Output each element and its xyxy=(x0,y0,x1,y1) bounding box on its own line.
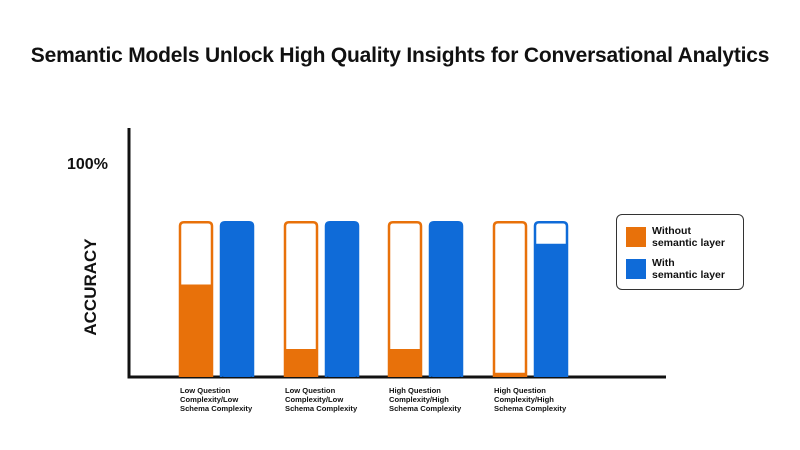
bar-1-0 xyxy=(221,222,253,377)
x-tick-label-3: High Question Complexity/High Schema Compl… xyxy=(494,386,567,413)
x-tick-label-2: High Question Complexity/High Schema Compl… xyxy=(389,386,462,413)
bar-outline-0-2 xyxy=(387,220,423,377)
bar-outline-0-0 xyxy=(178,220,214,377)
legend-item-with: With semantic layer xyxy=(626,257,725,281)
x-tick-label-0: Low Question Complexity/Low Schema Complex… xyxy=(180,386,253,413)
chart-title: Semantic Models Unlock High Quality Insi… xyxy=(30,44,770,67)
x-tick-label-1: Low Question Complexity/Low Schema Complex… xyxy=(285,386,358,413)
bar-0-3 xyxy=(494,372,526,377)
y-axis-label: ACCURACY xyxy=(81,238,100,336)
bar-outline-0-1 xyxy=(283,220,319,377)
legend-label-without: Without semantic layer xyxy=(652,225,725,249)
bar-0-1 xyxy=(285,349,317,377)
legend-swatch-with xyxy=(626,259,646,279)
bar-outline-0-3 xyxy=(492,220,528,377)
bar-outline-1-3 xyxy=(533,220,569,377)
bar-1-1 xyxy=(326,222,358,377)
y-tick-label: 100% xyxy=(67,156,108,173)
legend-swatch-without xyxy=(626,227,646,247)
legend-item-without: Without semantic layer xyxy=(626,225,725,249)
bars xyxy=(178,220,569,377)
labels: 100% ACCURACY Low Question Complexity/Low Sc… xyxy=(67,156,567,413)
bar-1-3 xyxy=(535,243,567,377)
bar-1-2 xyxy=(430,222,462,377)
legend-label-with: With semantic layer xyxy=(652,257,725,281)
bar-0-0 xyxy=(180,284,212,377)
legend: Without semantic layer With semantic lay… xyxy=(616,214,744,290)
bar-0-2 xyxy=(389,349,421,377)
